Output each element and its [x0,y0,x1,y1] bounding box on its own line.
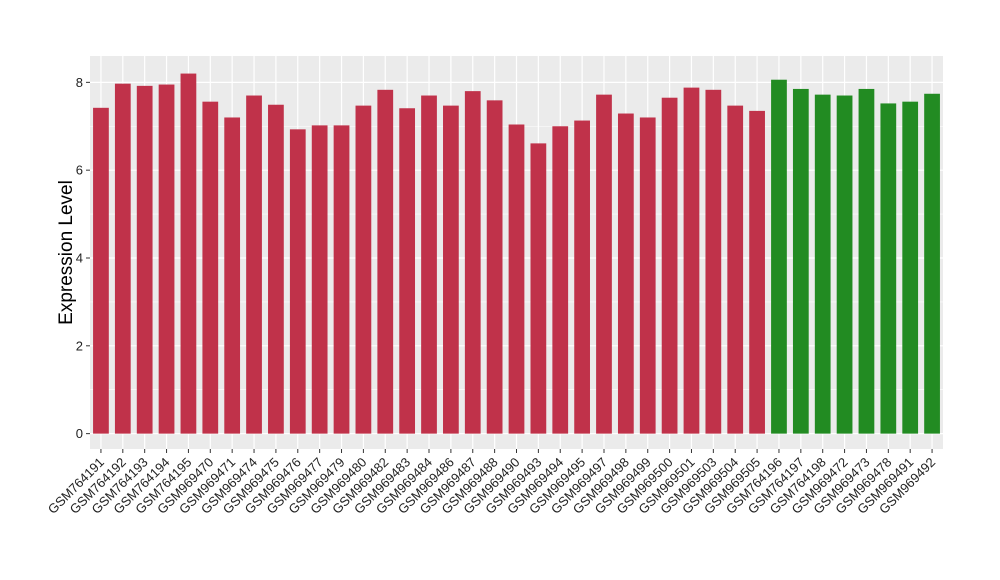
bar-GSM969479 [333,125,350,434]
bar-GSM969488 [486,100,503,434]
bar-GSM969473 [858,88,875,434]
bar-GSM764192 [114,83,131,434]
y-axis: 0 2 4 6 8 [76,75,90,441]
bar-GSM764195 [180,73,197,434]
bar-GSM969493 [530,143,547,434]
bar-GSM969501 [683,87,700,434]
bar-GSM969495 [574,120,590,434]
bar-GSM969490 [508,124,525,434]
y-tick-label: 8 [76,75,83,90]
bar-GSM969503 [705,89,722,434]
bar-GSM969500 [661,97,678,434]
bar-GSM969499 [639,117,656,434]
bar-GSM969497 [596,94,612,434]
bar-GSM764196 [771,79,787,434]
x-axis: GSM764191GSM764192GSM764193GSM764194GSM7… [45,449,938,517]
bar-GSM969491 [902,101,919,434]
bar-GSM969494 [552,126,569,434]
bar-GSM969484 [421,95,437,434]
bar-GSM969470 [202,101,219,434]
y-tick-label: 2 [76,338,83,353]
bar-GSM969487 [464,91,481,434]
y-tick-label: 0 [76,426,83,441]
y-tick-label: 6 [76,163,83,178]
bars [93,73,940,434]
bar-GSM969471 [224,117,241,434]
bar-GSM764191 [93,107,109,434]
bar-GSM969475 [268,104,284,434]
bar-GSM969482 [377,89,394,434]
bar-GSM764194 [158,84,175,434]
bar-GSM764198 [814,94,831,434]
bar-GSM969504 [727,105,744,434]
bar-GSM969474 [246,95,262,434]
bar-GSM969476 [289,129,306,434]
bar-GSM969498 [617,113,634,434]
bar-GSM969505 [749,110,765,434]
bar-GSM969478 [880,103,897,434]
bar-GSM764197 [792,88,809,434]
bar-GSM969486 [443,105,459,434]
bar-GSM764193 [136,85,153,434]
bar-GSM969480 [355,105,372,434]
bar-GSM969492 [924,93,940,434]
y-tick-label: 4 [76,250,83,265]
y-axis-title: Expression Level [56,180,77,325]
bar-GSM969477 [311,125,328,434]
bar-GSM969472 [836,95,853,434]
bar-GSM969483 [399,108,416,434]
